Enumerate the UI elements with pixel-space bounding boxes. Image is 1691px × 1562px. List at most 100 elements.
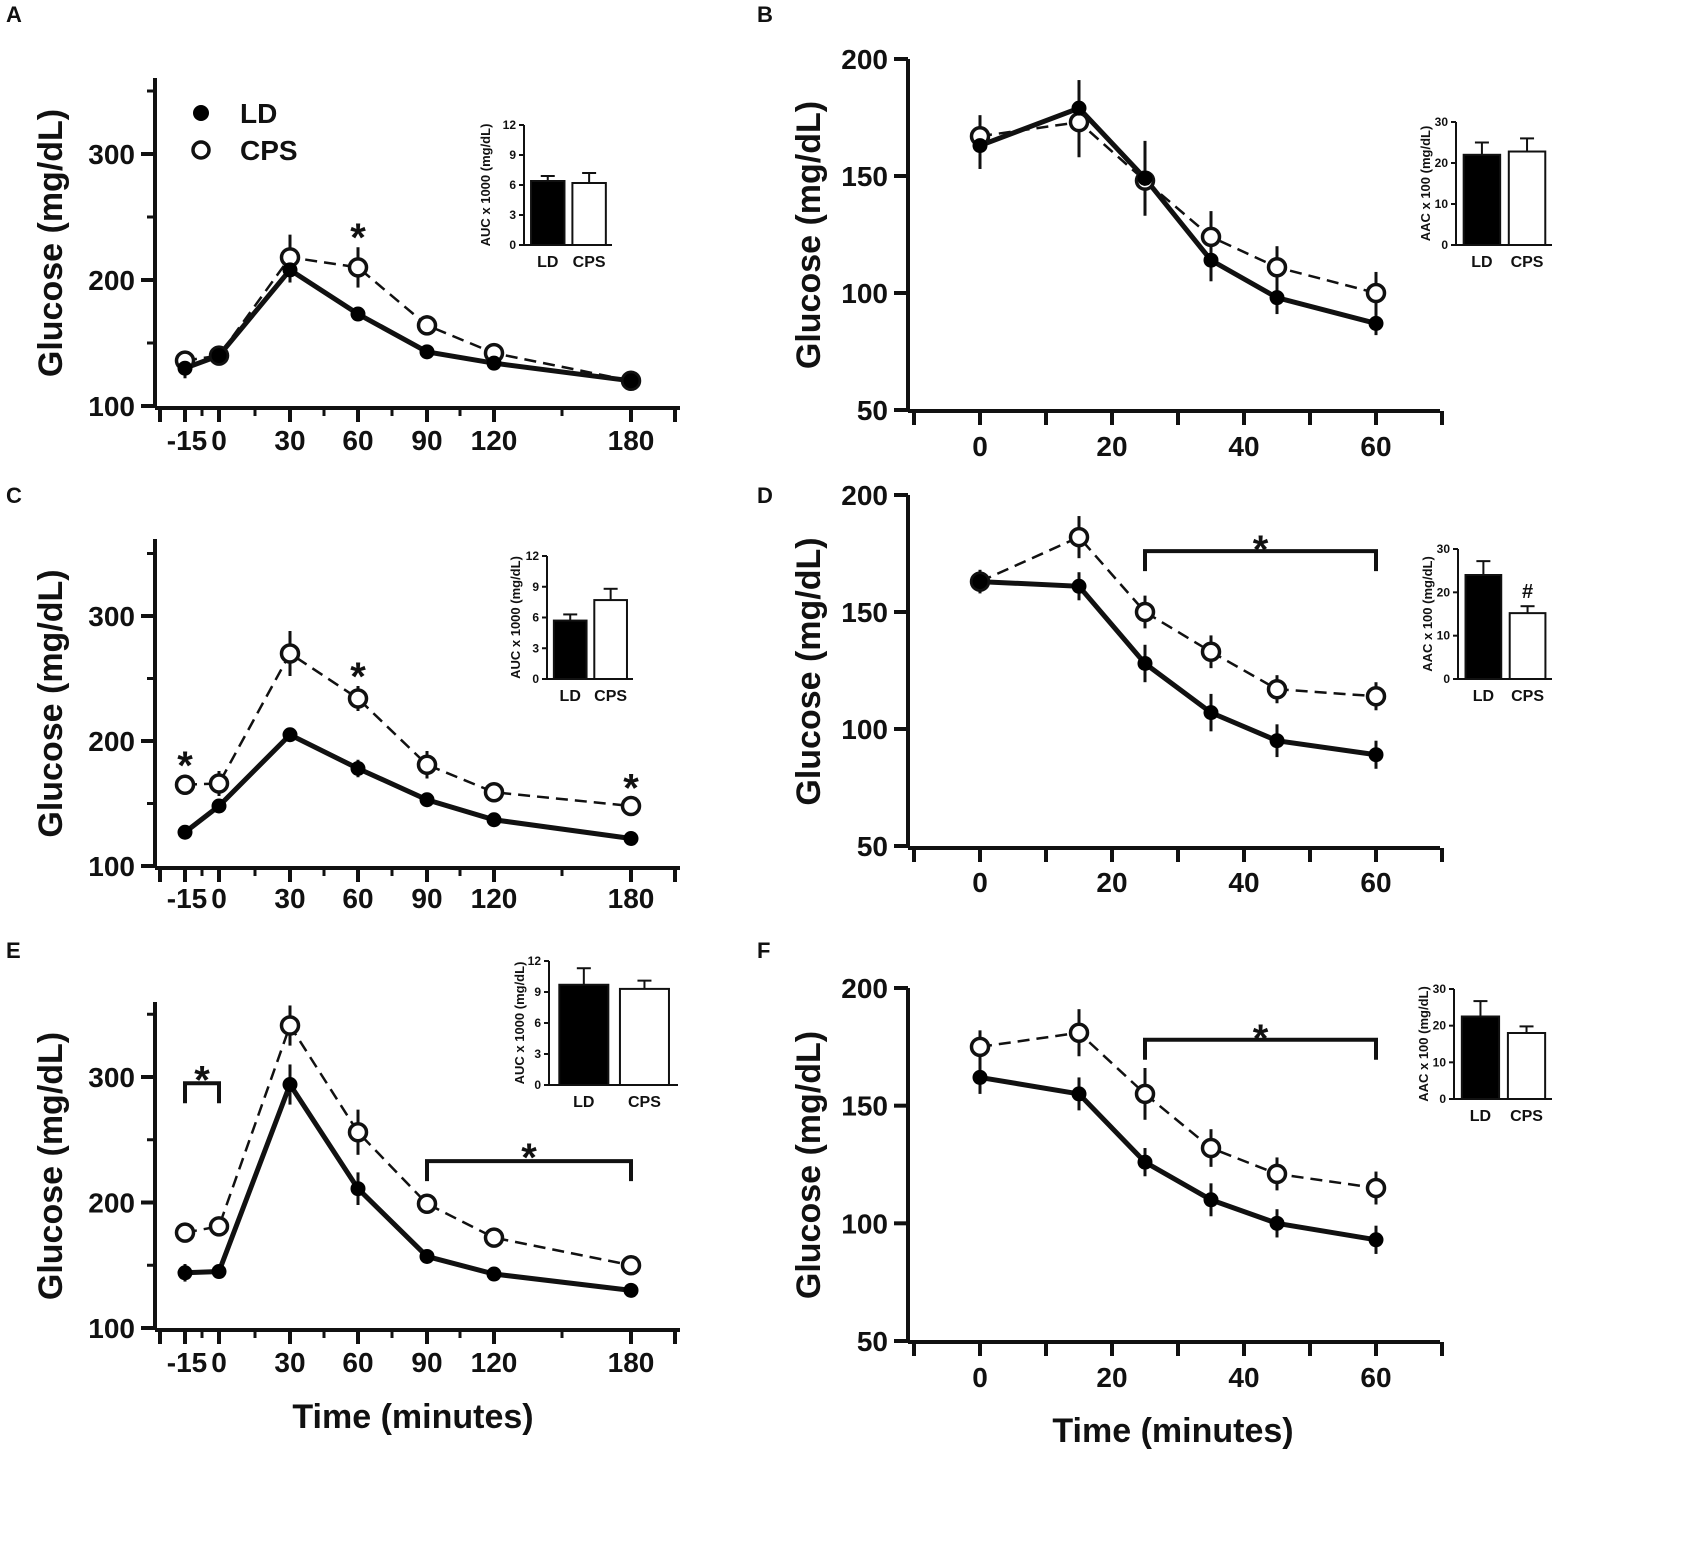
series-line-ld: [184, 266, 632, 384]
inset-bar-chart: 0 3 6 9 12 LD CPS AUC x 1000 (mg/dL): [512, 954, 678, 1111]
inset-y-tick-label: 12: [526, 549, 540, 563]
x-tick-label: 20: [1096, 867, 1127, 898]
point-ld: [350, 761, 366, 776]
series-line-cps: [979, 535, 1377, 698]
y-axis-label: Glucose (mg/dL): [790, 101, 828, 369]
point-ld: [211, 1264, 227, 1280]
point-cps: [1365, 1177, 1387, 1199]
inset-y-tick-label: 6: [534, 1016, 541, 1030]
point-cps: [208, 1216, 230, 1237]
x-tick-label: 90: [411, 883, 442, 914]
x-tick-label: 30: [274, 425, 305, 456]
point-cps: [174, 774, 196, 795]
significance-marker: *: [177, 744, 193, 788]
point-ld: [282, 262, 298, 278]
point-ld: [972, 574, 988, 590]
point-ld: [486, 355, 502, 371]
x-tick-label: 0: [211, 883, 227, 914]
y-tick-label: 100: [88, 851, 135, 882]
point-cps: [969, 1036, 991, 1058]
significance-bracket: [425, 1159, 633, 1182]
point-cps: [416, 315, 438, 336]
x-tick-label: 20: [1096, 1362, 1127, 1393]
y-tick-label: 150: [841, 1091, 888, 1122]
point-ld: [282, 727, 298, 743]
point-ld: [350, 306, 366, 322]
point-ld: [623, 1282, 639, 1298]
point-cps: [1200, 641, 1222, 663]
point-cps: [1134, 1083, 1156, 1105]
x-tick-label: -15: [167, 1347, 207, 1378]
y-tick-label: 100: [841, 714, 888, 745]
point-ld: [419, 792, 435, 808]
panel-letter: C: [6, 483, 22, 508]
inset-category-label: LD: [1473, 688, 1494, 705]
inset-y-tick-label: 9: [534, 985, 541, 999]
point-cps: [1365, 685, 1387, 707]
point-ld: [1137, 655, 1153, 671]
inset-y-tick-label: 0: [1439, 1092, 1446, 1106]
inset-y-tick-label: 3: [532, 641, 539, 655]
x-axis-label: Time (minutes): [292, 1398, 533, 1436]
x-tick-label: 30: [274, 1347, 305, 1378]
significance-bracket: [1143, 1037, 1378, 1060]
x-tick-label: 0: [211, 425, 227, 456]
inset-category-label: LD: [573, 1094, 594, 1111]
x-tick-label: 120: [471, 425, 518, 456]
point-cps: [347, 1121, 369, 1143]
point-ld: [1368, 747, 1384, 763]
inset-y-tick-label: 20: [1433, 1019, 1447, 1033]
inset-category-label: CPS: [594, 688, 627, 705]
inset-y-tick-label: 10: [1433, 1055, 1447, 1069]
y-tick-label: 50: [857, 395, 888, 426]
y-tick-label: 200: [88, 1188, 135, 1219]
inset-y-tick-label: 6: [532, 611, 539, 625]
inset-y-axis-label: AUC x 1000 (mg/dL): [512, 962, 527, 1085]
inset-bar-chart: 0 10 20 30 LD CPS AAC x 100 (mg/dL): [1416, 982, 1552, 1125]
point-cps: [347, 257, 369, 278]
x-tick-label: 0: [972, 1362, 988, 1393]
point-ld: [972, 1069, 988, 1085]
point-ld: [1071, 100, 1087, 116]
x-tick-label: 60: [342, 1347, 373, 1378]
significance-marker: *: [350, 655, 366, 699]
inset-y-tick-label: 6: [509, 178, 516, 192]
y-tick-label: 50: [857, 831, 888, 862]
point-cps: [483, 782, 505, 803]
point-ld: [623, 831, 639, 846]
significance-marker: *: [1253, 1017, 1269, 1061]
x-tick-label: 30: [274, 883, 305, 914]
point-ld: [419, 344, 435, 360]
inset-bar-ld: [1462, 153, 1502, 246]
inset-y-axis-label: AAC x 100 (mg/dL): [1416, 986, 1431, 1102]
panel-letter: B: [757, 2, 773, 27]
inset-y-tick-label: 3: [509, 208, 516, 222]
inset-category-label: LD: [537, 254, 558, 271]
point-cps: [1068, 526, 1090, 548]
y-tick-label: 300: [88, 139, 135, 170]
inset-y-tick-label: 0: [534, 1078, 541, 1092]
y-tick-label: 100: [841, 1208, 888, 1239]
point-cps: [347, 688, 369, 709]
x-tick-label: -15: [167, 883, 207, 914]
point-ld: [972, 138, 988, 154]
point-ld: [1137, 170, 1153, 186]
inset-y-tick-label: 3: [534, 1047, 541, 1061]
point-ld: [1203, 1192, 1219, 1208]
x-tick-label: 20: [1096, 431, 1127, 462]
inset-category-label: CPS: [1510, 1108, 1543, 1125]
x-tick-label: 40: [1228, 1362, 1259, 1393]
y-tick-label: 150: [841, 161, 888, 192]
legend-label-ld: LD: [240, 98, 277, 129]
y-tick-label: 100: [88, 391, 135, 422]
point-ld: [211, 348, 227, 364]
x-axis-label: Time (minutes): [1052, 1412, 1293, 1450]
point-cps: [416, 754, 438, 775]
y-tick-label: 200: [841, 480, 888, 511]
inset-y-tick-label: 12: [528, 954, 542, 968]
point-ld: [486, 812, 502, 828]
significance-marker: *: [1253, 528, 1269, 572]
x-tick-label: 60: [1360, 431, 1391, 462]
